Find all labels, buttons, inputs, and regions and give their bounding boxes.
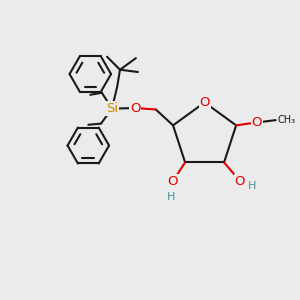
Text: O: O	[235, 175, 245, 188]
Text: CH₃: CH₃	[277, 115, 295, 125]
Text: O: O	[252, 116, 262, 129]
Text: Si: Si	[106, 102, 118, 115]
Text: H: H	[167, 192, 176, 202]
Text: O: O	[199, 96, 210, 109]
Text: H: H	[248, 181, 256, 191]
Text: O: O	[130, 101, 140, 115]
Text: O: O	[168, 175, 178, 188]
